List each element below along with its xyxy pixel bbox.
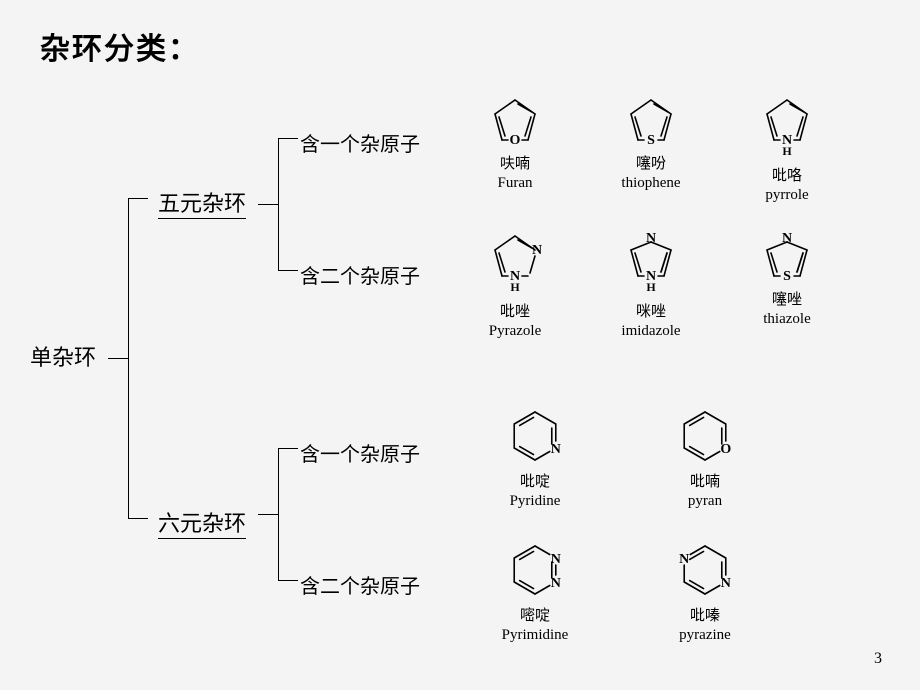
- molecule-name-cn: 噻吩: [596, 152, 706, 173]
- molecule-name-en: Pyridine: [480, 493, 590, 510]
- molecule-structure: N: [505, 406, 565, 466]
- molecule-name-en: pyrrole: [732, 187, 842, 204]
- molecule-structure: NHN: [487, 232, 543, 296]
- svg-text:N: N: [532, 243, 542, 258]
- svg-text:N: N: [551, 576, 561, 591]
- molecule-structure: NH: [759, 96, 815, 160]
- tree-root-label: 单杂环: [30, 340, 96, 372]
- svg-text:S: S: [647, 133, 655, 148]
- molecule-name-en: thiazole: [732, 311, 842, 328]
- svg-text:H: H: [782, 144, 792, 158]
- molecule: NHN咪唑imidazole: [596, 232, 706, 340]
- molecule-structure: O: [675, 406, 735, 466]
- molecule: O 吡喃 pyran: [650, 406, 760, 510]
- molecule: NHN吡唑Pyrazole: [460, 232, 570, 340]
- molecule-structure: NN: [675, 540, 735, 600]
- molecule: NH 吡咯 pyrrole: [732, 96, 842, 204]
- molecule-name-cn: 噻唑: [732, 288, 842, 309]
- molecule-name-cn: 吡咯: [732, 164, 842, 185]
- svg-text:N: N: [721, 576, 731, 591]
- molecule: N 吡啶 Pyridine: [480, 406, 590, 510]
- molecule-name-en: Pyrimidine: [480, 627, 590, 644]
- svg-text:O: O: [510, 133, 521, 148]
- tree-level1-label: 六元杂环: [158, 506, 246, 539]
- molecule-name-en: pyrazine: [650, 627, 760, 644]
- molecule: NN吡嗪pyrazine: [650, 540, 760, 644]
- svg-text:N: N: [679, 552, 689, 567]
- molecule-structure: S: [623, 96, 679, 148]
- svg-text:N: N: [551, 552, 561, 567]
- molecule-name-en: Furan: [460, 175, 570, 192]
- molecule-name-cn: 嘧啶: [480, 604, 590, 625]
- svg-text:N: N: [551, 442, 561, 457]
- slide-page: 杂环分类： 单杂环 五元杂环六元杂环 含一个杂原子含二个杂原子含一个杂原子含二个…: [0, 0, 920, 690]
- svg-text:H: H: [510, 280, 520, 294]
- molecule-name-cn: 呋喃: [460, 152, 570, 173]
- molecule-name-en: thiophene: [596, 175, 706, 192]
- page-number: 3: [874, 650, 882, 668]
- molecule-structure: SN: [759, 232, 815, 284]
- tree-level1-label: 五元杂环: [158, 186, 246, 219]
- molecule: SN噻唑thiazole: [732, 232, 842, 328]
- molecule-name-cn: 吡啶: [480, 470, 590, 491]
- molecule: NN 嘧啶 Pyrimidine: [480, 540, 590, 644]
- molecule-structure: NHN: [623, 232, 679, 296]
- molecule-structure: NN: [505, 540, 565, 600]
- svg-text:H: H: [646, 280, 656, 294]
- tree-level2-label: 含二个杂原子: [300, 570, 420, 599]
- molecule: S 噻吩 thiophene: [596, 96, 706, 192]
- tree-level2-label: 含一个杂原子: [300, 438, 420, 467]
- molecule-name-en: pyran: [650, 493, 760, 510]
- tree-level2-label: 含二个杂原子: [300, 260, 420, 289]
- molecule-name-en: Pyrazole: [460, 323, 570, 340]
- svg-text:O: O: [720, 442, 731, 457]
- page-title: 杂环分类：: [40, 24, 200, 68]
- svg-text:N: N: [782, 232, 792, 246]
- molecule-name-en: imidazole: [596, 323, 706, 340]
- molecule-name-cn: 咪唑: [596, 300, 706, 321]
- molecule-name-cn: 吡唑: [460, 300, 570, 321]
- svg-text:S: S: [783, 269, 791, 284]
- molecule-name-cn: 吡喃: [650, 470, 760, 491]
- tree-level2-label: 含一个杂原子: [300, 128, 420, 157]
- molecule-name-cn: 吡嗪: [650, 604, 760, 625]
- molecule: O 呋喃 Furan: [460, 96, 570, 192]
- molecule-structure: O: [487, 96, 543, 148]
- svg-text:N: N: [646, 232, 656, 246]
